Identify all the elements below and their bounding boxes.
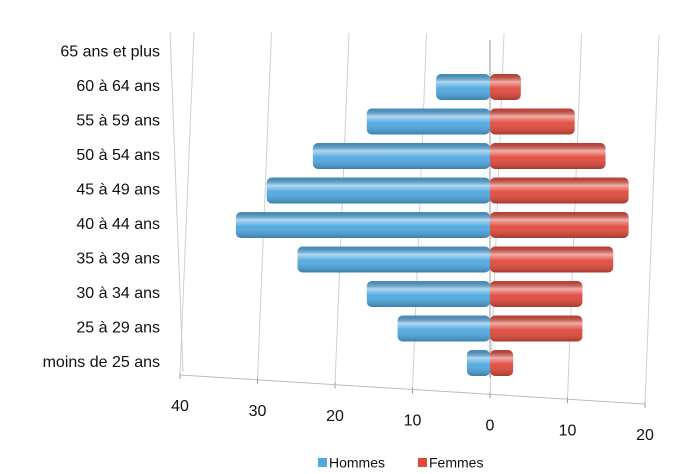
grid-line xyxy=(644,34,660,405)
x-tick-label: 30 xyxy=(249,403,267,420)
y-tick-label: 55 à 59 ans xyxy=(76,113,160,130)
axis-line xyxy=(179,374,646,405)
bar-shine xyxy=(490,281,583,307)
legend-label: Hommes xyxy=(329,455,385,471)
y-tick-label: 65 ans et plus xyxy=(60,44,160,61)
x-tick-label: 20 xyxy=(636,427,654,444)
legend-swatch xyxy=(418,458,427,467)
bar-shine xyxy=(366,281,490,307)
grid-line xyxy=(257,32,272,380)
bar-shine xyxy=(266,177,490,204)
legend-label: Femmes xyxy=(429,455,483,471)
y-tick-label: 25 à 29 ans xyxy=(76,320,160,337)
legend-swatch xyxy=(318,458,327,467)
bar-shine xyxy=(235,212,490,238)
x-tick-label: 0 xyxy=(486,418,495,435)
bar-shine xyxy=(436,74,490,100)
bar-shine xyxy=(490,315,583,342)
y-tick-label: 35 à 39 ans xyxy=(76,251,160,268)
bar-shine xyxy=(490,177,629,204)
y-tick-label: 40 à 44 ans xyxy=(76,216,160,233)
y-tick-label: 30 à 34 ans xyxy=(76,285,160,302)
y-tick-label: moins de 25 ans xyxy=(43,354,160,371)
y-tick-label: 50 à 54 ans xyxy=(76,147,160,164)
grid-line xyxy=(334,32,350,385)
bar-shine xyxy=(490,246,614,273)
x-tick-label: 10 xyxy=(404,413,422,430)
y-tick-label: 45 à 49 ans xyxy=(76,182,160,199)
x-tick-label: 20 xyxy=(326,408,344,425)
bar-shine xyxy=(466,350,490,376)
x-tick-label: 40 xyxy=(171,398,189,415)
bar-shine xyxy=(397,315,490,342)
bar-shine xyxy=(490,212,629,238)
wall-edge xyxy=(169,31,184,373)
grid-line xyxy=(179,31,195,376)
x-tick-label: 10 xyxy=(559,422,577,439)
bar-shine xyxy=(297,246,490,273)
bar-shine xyxy=(490,108,575,135)
y-tick-label: 60 à 64 ans xyxy=(76,78,160,95)
bar-shine xyxy=(366,108,490,135)
bar-shine xyxy=(312,143,490,169)
bar-shine xyxy=(490,74,521,100)
bar-shine xyxy=(490,350,514,376)
bar-shine xyxy=(490,143,606,169)
